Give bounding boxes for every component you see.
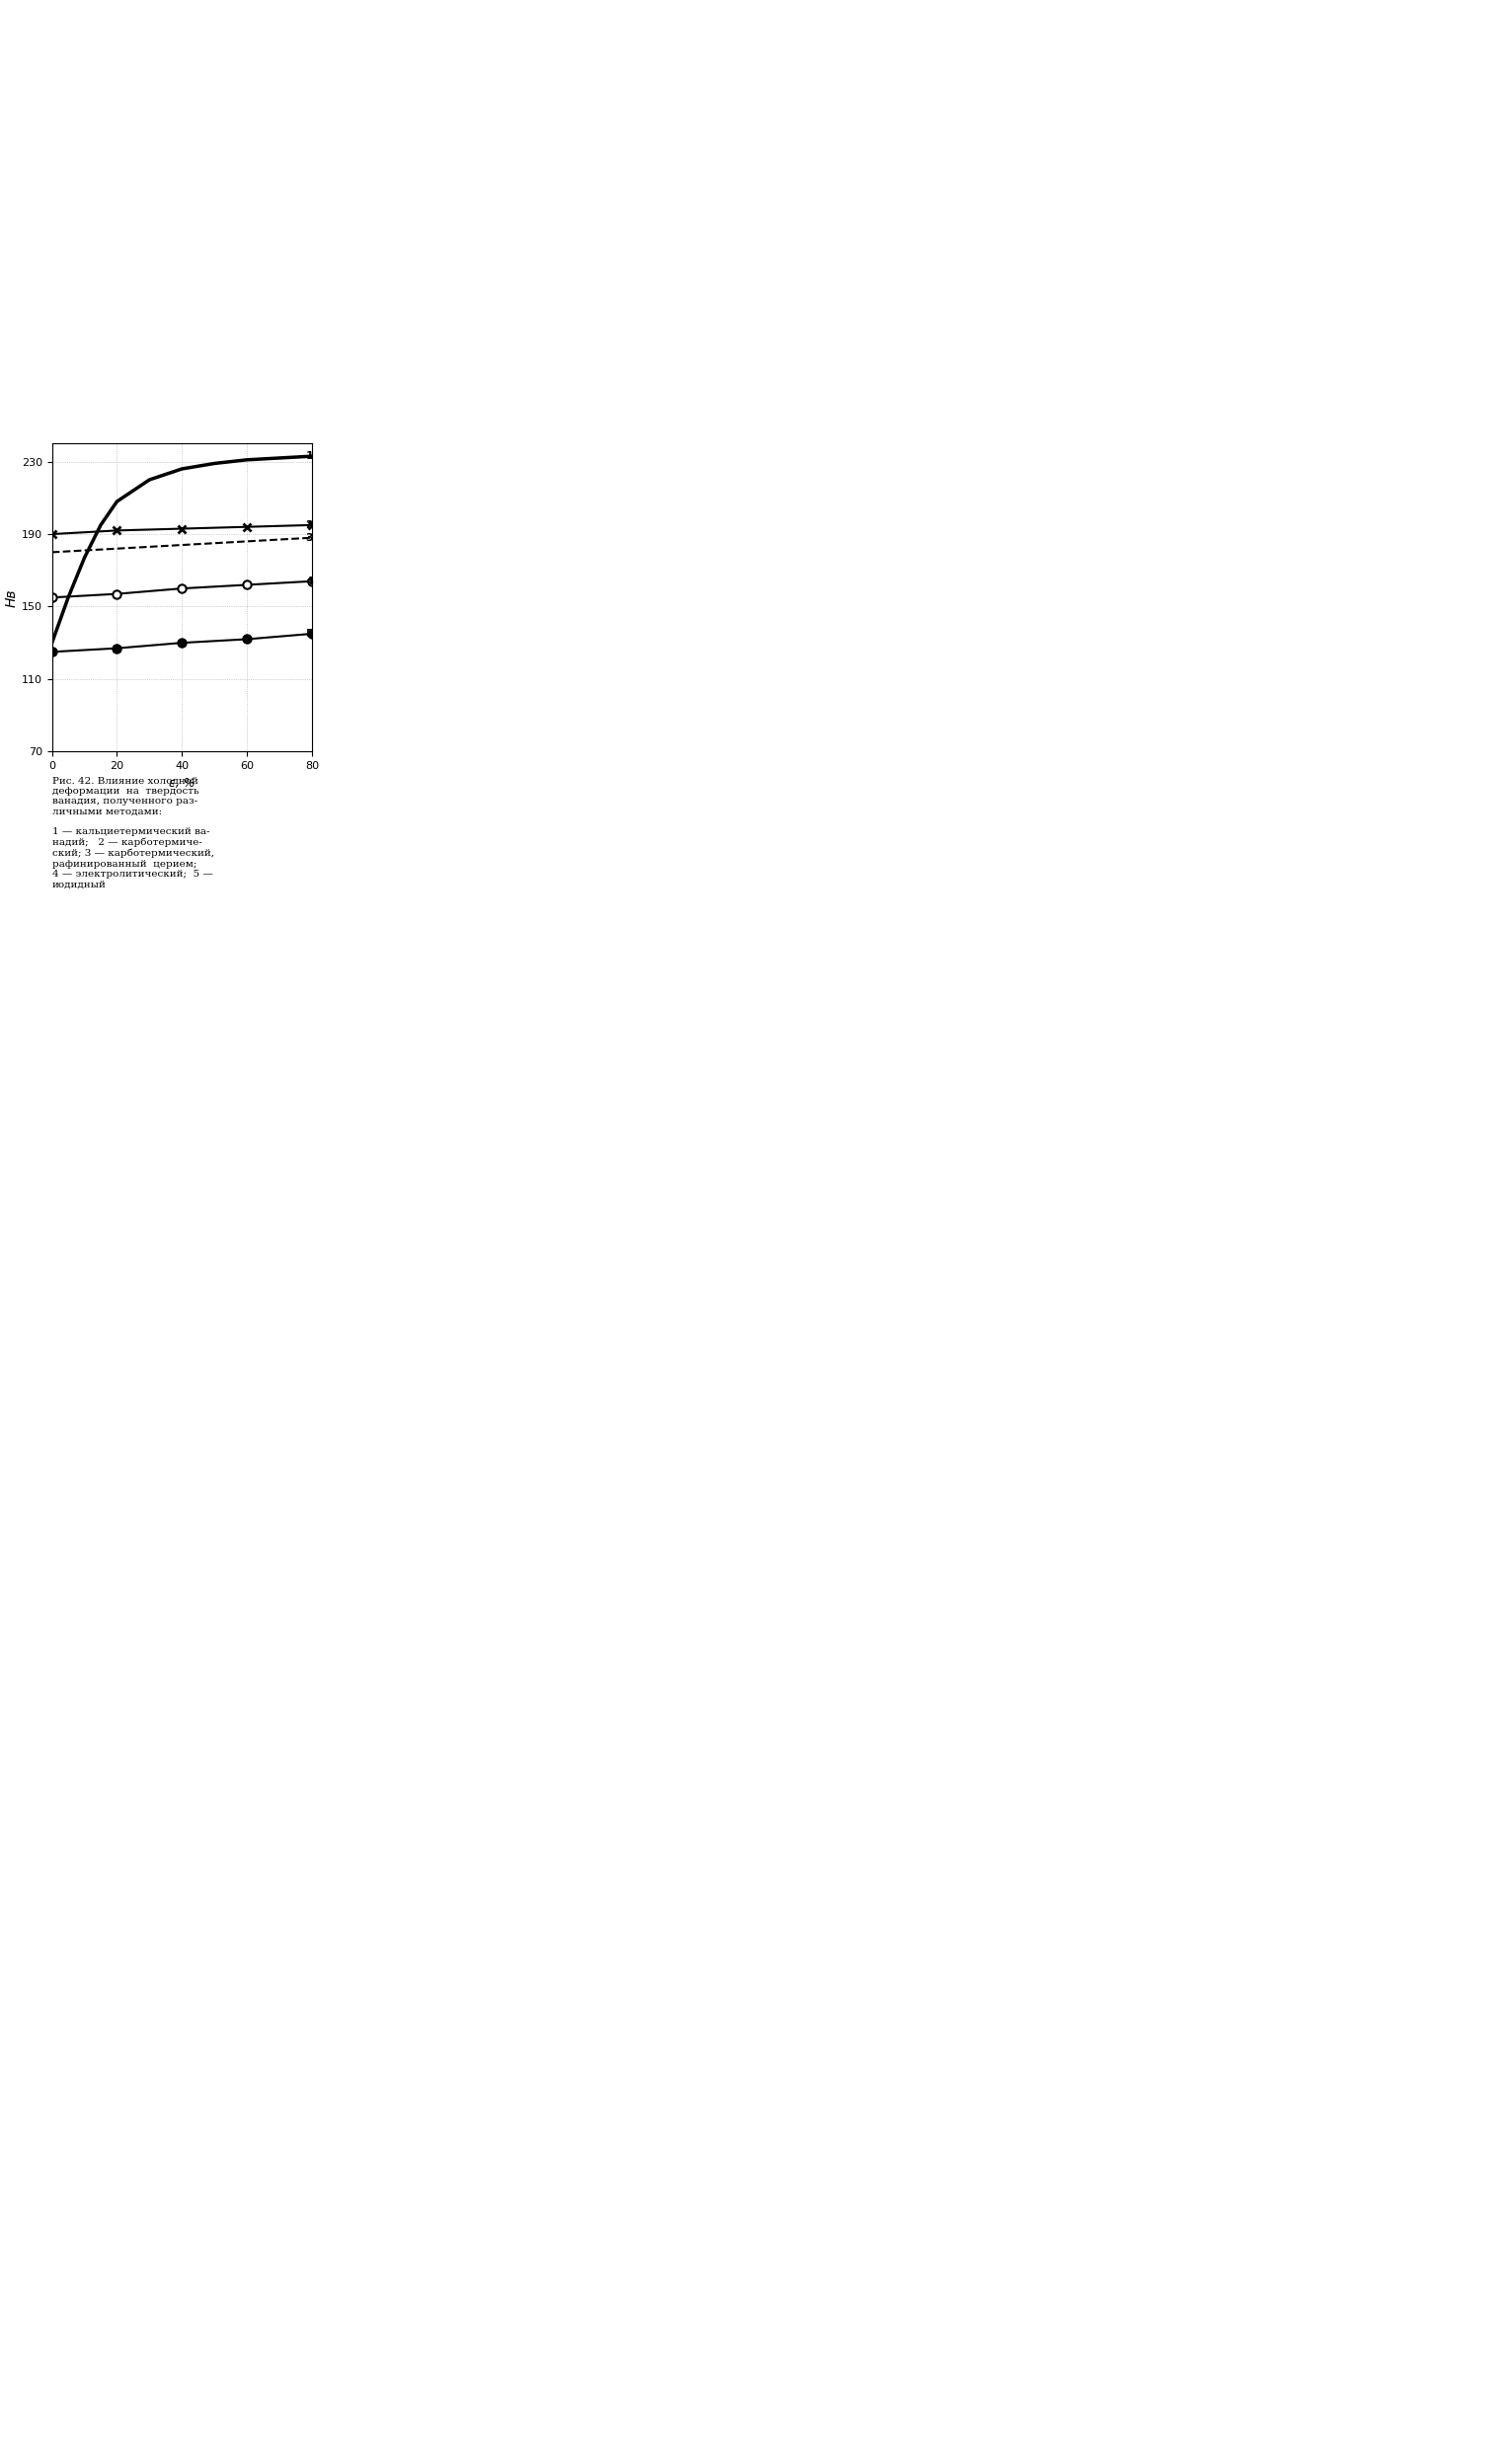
Text: 2: 2 <box>306 520 313 530</box>
X-axis label: ε, %: ε, % <box>169 776 195 788</box>
Y-axis label: Hв: Hв <box>4 589 19 606</box>
Text: 3: 3 <box>306 532 313 542</box>
Text: Рис. 42. Влияние холодной
деформации  на  твердость
ванадия, полученного раз-
ли: Рис. 42. Влияние холодной деформации на … <box>52 776 214 890</box>
Text: 4: 4 <box>306 577 313 586</box>
Text: 1: 1 <box>306 451 313 461</box>
Text: 5: 5 <box>306 628 313 638</box>
